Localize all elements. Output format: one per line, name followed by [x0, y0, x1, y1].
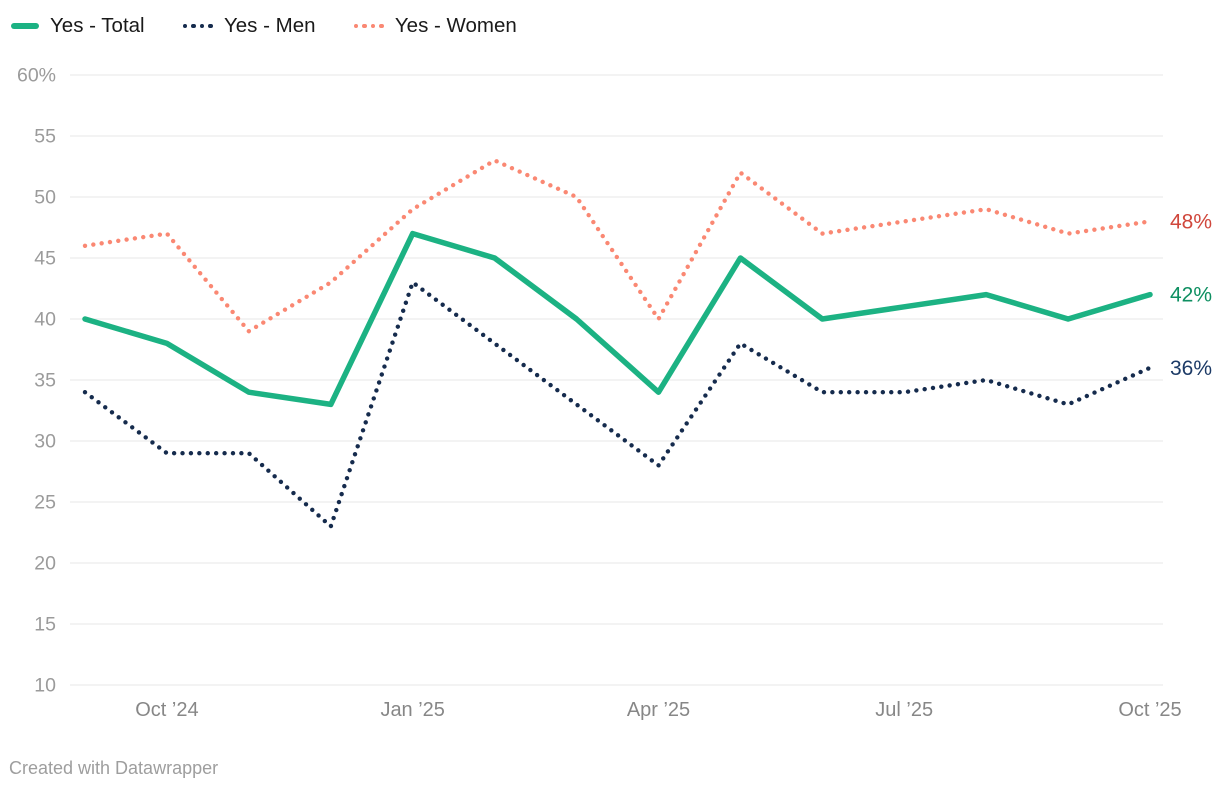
legend-swatch-yes-total	[11, 23, 39, 29]
y-tick-label-35: 35	[34, 370, 56, 392]
series-yes-men	[82, 280, 1153, 529]
y-tick-label-20: 20	[34, 553, 56, 575]
end-value-labels: 42% 36% 48%	[1170, 210, 1212, 379]
legend-label-yes-women: Yes - Women	[394, 14, 517, 37]
y-axis-labels: 60% 55 50 45 40 35 30 25 20 15 10	[17, 65, 56, 697]
legend-label-yes-total: Yes - Total	[50, 14, 145, 37]
y-tick-label-15: 15	[34, 614, 56, 636]
x-tick-label-1: Oct ’24	[135, 699, 198, 721]
series-line-yes-men	[82, 280, 1153, 529]
y-tick-label-25: 25	[34, 492, 56, 514]
x-axis-labels: Oct ’24 Jan ’25 Apr ’25 Jul ’25 Oct ’25	[135, 699, 1181, 721]
x-tick-label-13: Oct ’25	[1118, 699, 1181, 721]
y-tick-label-40: 40	[34, 309, 56, 331]
y-tick-label-10: 10	[34, 675, 56, 697]
end-label-yes-men: 36%	[1170, 357, 1212, 380]
legend-swatch-yes-men	[182, 23, 213, 29]
x-tick-label-10: Jul ’25	[875, 699, 933, 721]
end-label-yes-total: 42%	[1170, 284, 1212, 307]
legend-swatch-yes-women	[353, 23, 384, 29]
series-line-yes-women	[82, 158, 1153, 334]
x-tick-label-7: Apr ’25	[627, 699, 690, 721]
y-tick-label-30: 30	[34, 431, 56, 453]
attribution: Created with Datawrapper	[9, 758, 219, 778]
x-tick-label-4: Jan ’25	[380, 699, 445, 721]
legend-label-yes-men: Yes - Men	[223, 14, 316, 37]
series-line-yes-total	[82, 230, 1153, 408]
y-tick-label-60: 60%	[17, 65, 56, 87]
series-yes-total	[82, 230, 1153, 408]
y-tick-label-55: 55	[34, 126, 56, 148]
legend: Yes - Total Yes - Men Yes - Women	[11, 14, 517, 38]
legend-item-yes-men: Yes - Men	[182, 14, 316, 38]
end-label-yes-women: 48%	[1170, 210, 1212, 233]
series-yes-women	[82, 158, 1153, 334]
y-tick-label-45: 45	[34, 248, 56, 270]
legend-item-yes-total: Yes - Total	[11, 14, 145, 38]
y-tick-label-50: 50	[34, 187, 56, 209]
gridlines	[70, 74, 1163, 686]
legend-item-yes-women: Yes - Women	[353, 14, 517, 38]
